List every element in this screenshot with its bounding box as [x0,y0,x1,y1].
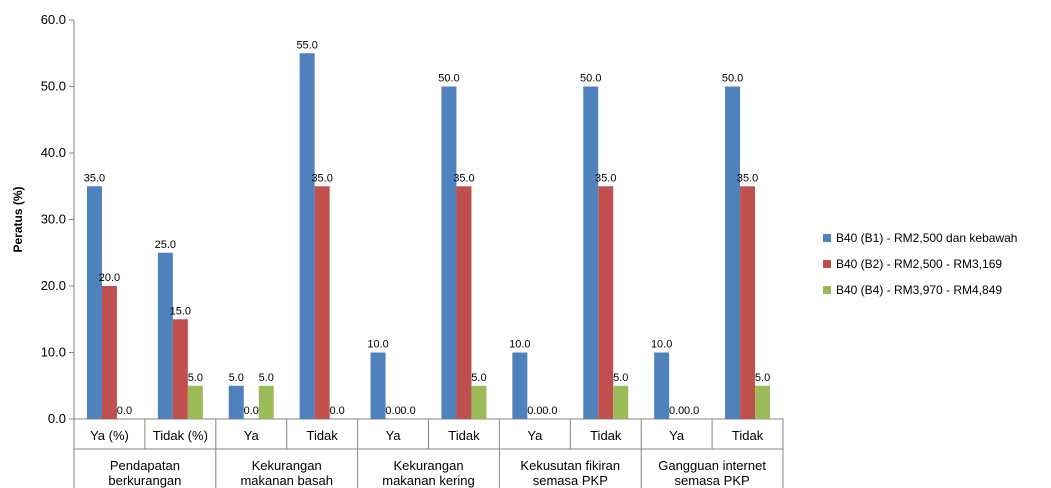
data-label: 35.0 [453,172,474,184]
bar [172,319,188,419]
category-label: Tidak [448,428,480,443]
data-label: 35.0 [737,172,758,184]
bar [471,385,487,419]
data-label: 5.0 [755,372,770,384]
bar [314,186,330,419]
y-tick-label: 20.0 [41,278,66,293]
data-label: 0.0 [400,405,415,417]
category-label: Ya [244,428,260,443]
data-label: 0.0 [330,405,345,417]
bar [299,53,315,419]
bar [512,352,528,419]
legend-swatch [823,286,831,294]
data-label: 55.0 [296,39,317,51]
legend-label: B40 (B4) - RM3,970 - RM4,849 [836,283,1002,297]
bar [157,252,173,419]
data-label: 50.0 [580,73,601,85]
group-label: makanan basah [240,473,333,488]
bar [654,352,670,419]
bar [101,286,117,419]
group-label: semasa PKP [675,473,750,488]
data-label: 10.0 [651,339,672,351]
bar [583,86,599,419]
bar [441,86,457,419]
group-label: Gangguan internet [658,458,766,473]
bar [456,186,472,419]
data-label: 0.0 [684,405,699,417]
category-label: Tidak [732,428,764,443]
data-label: 25.0 [155,239,176,251]
y-axis-title: Peratus (%) [11,186,25,252]
legend-label: B40 (B2) - RM2,500 - RM3,169 [836,257,1002,271]
category-label: Tidak [590,428,622,443]
data-label: 0.0 [244,405,259,417]
data-label: 15.0 [170,305,191,317]
category-label: Ya [386,428,402,443]
data-label: 5.0 [613,372,628,384]
data-label: 35.0 [311,172,332,184]
data-label: 5.0 [188,372,203,384]
bar [598,186,614,419]
data-label: 35.0 [84,172,105,184]
group-label: berkurangan [108,473,181,488]
data-label: 0.0 [542,405,557,417]
category-label: Ya (%) [90,428,129,443]
data-label: 10.0 [509,339,530,351]
legend-swatch [823,260,831,268]
group-label: Kekurangan [393,458,463,473]
y-tick-label: 40.0 [41,145,66,160]
legend-swatch [823,234,831,242]
category-label: Tidak (%) [153,428,208,443]
group-label: makanan kering [382,473,475,488]
bar [228,385,244,419]
y-tick-label: 10.0 [41,345,66,360]
category-label: Ya [527,428,543,443]
category-label: Ya [669,428,685,443]
group-label: semasa PKP [533,473,608,488]
data-label: 5.0 [229,372,244,384]
bar [613,385,629,419]
y-tick-label: 30.0 [41,212,66,227]
data-label: 0.0 [117,405,132,417]
bar [187,385,203,419]
bar [86,186,102,419]
data-label: 35.0 [595,172,616,184]
legend-label: B40 (B1) - RM2,500 dan kebawah [836,231,1017,245]
bar [740,186,756,419]
data-label: 50.0 [722,73,743,85]
bar [725,86,741,419]
data-label: 0.0 [527,405,542,417]
data-label: 0.0 [669,405,684,417]
data-label: 5.0 [259,372,274,384]
bar [258,385,274,419]
y-tick-label: 50.0 [41,79,66,94]
category-label: Tidak [306,428,338,443]
data-label: 10.0 [367,339,388,351]
bar [755,385,771,419]
data-label: 5.0 [471,372,486,384]
bar [370,352,386,419]
y-tick-label: 60.0 [41,12,66,27]
group-label: Pendapatan [110,458,180,473]
data-label: 0.0 [385,405,400,417]
group-label: Kekusutan fikiran [520,458,620,473]
y-tick-label: 0.0 [48,411,66,426]
group-label: Kekurangan [252,458,322,473]
data-label: 50.0 [438,73,459,85]
data-label: 20.0 [99,272,120,284]
